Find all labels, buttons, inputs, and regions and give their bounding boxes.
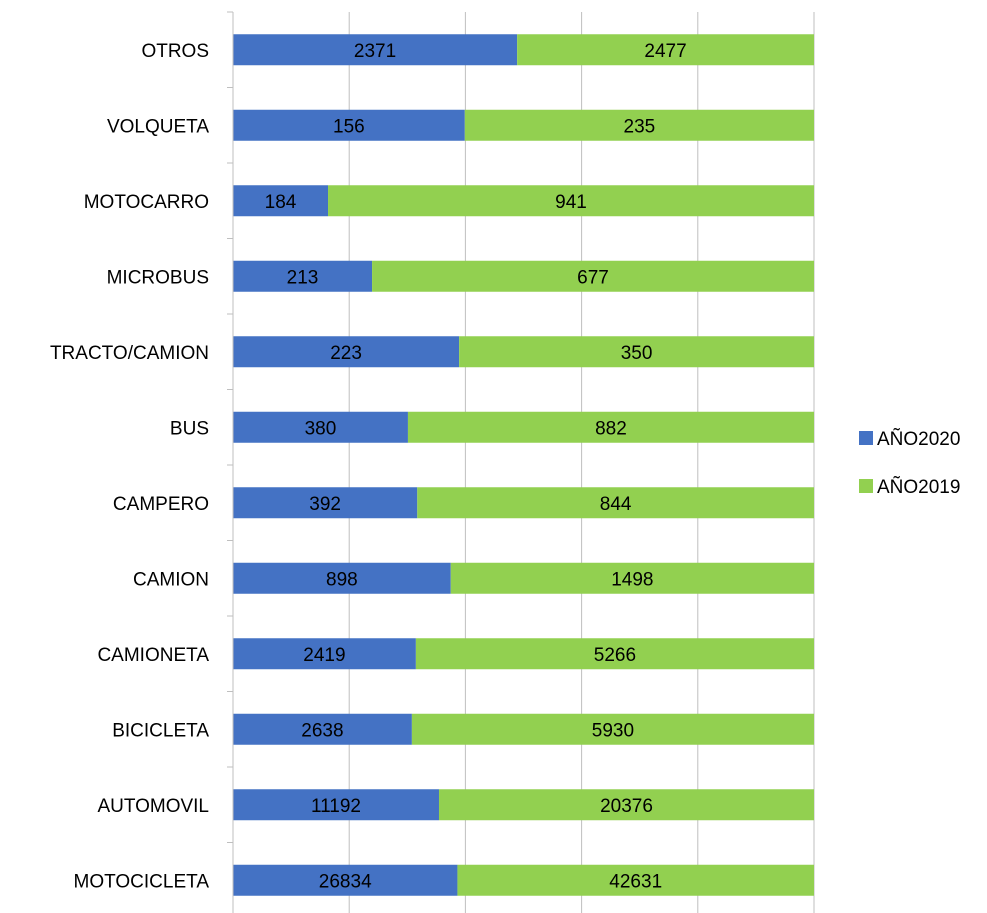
data-label: 2419 [303, 645, 345, 666]
category-label: CAMIONETA [97, 645, 209, 666]
data-label: 941 [555, 192, 587, 213]
data-label: 184 [265, 192, 297, 213]
data-label: 2638 [301, 720, 343, 741]
legend: AÑO2020 AÑO2019 [859, 428, 960, 498]
category-label: OTROS [141, 41, 209, 62]
data-label: 11192 [311, 796, 361, 817]
category-label: BICICLETA [112, 720, 209, 741]
category-label: MOTOCICLETA [74, 871, 210, 892]
bar-segment [457, 864, 814, 896]
data-label: 223 [330, 343, 362, 364]
bar-segment [415, 638, 814, 670]
bar-segment [233, 789, 439, 821]
bar-segment [417, 487, 814, 519]
category-label: BUS [170, 418, 209, 439]
data-label: 5266 [594, 645, 636, 666]
data-label: 156 [333, 116, 365, 137]
bar-segment [438, 789, 814, 821]
category-label: CAMPERO [113, 494, 209, 515]
bar-segment [407, 411, 814, 443]
bar-segment [372, 260, 814, 292]
data-label: 213 [287, 267, 319, 288]
data-label: 5930 [592, 720, 634, 741]
legend-swatch [859, 431, 873, 445]
data-label: 350 [621, 343, 653, 364]
legend-swatch [859, 479, 873, 493]
bar-segment [233, 562, 451, 594]
bar-segment [233, 109, 465, 141]
data-label: 235 [624, 116, 656, 137]
bar-segment [517, 34, 814, 66]
bar-segment [233, 713, 412, 745]
bar-segment [450, 562, 814, 594]
legend-label: AÑO2020 [877, 428, 960, 450]
bar-segment [233, 185, 329, 217]
category-axis: MOTOCICLETA AUTOMOVIL BICICLETA CAMIONETA CA… [50, 11, 234, 913]
data-label: 380 [305, 418, 337, 439]
category-label: MICROBUS [107, 267, 209, 288]
data-label: 2477 [644, 41, 686, 62]
data-label: 677 [577, 267, 609, 288]
bar-segment [233, 34, 518, 66]
bar-segment [233, 864, 458, 896]
bar-segment [233, 336, 460, 368]
bar-segment [233, 638, 416, 670]
data-label: 844 [600, 494, 632, 515]
data-label: 392 [309, 494, 341, 515]
category-label: VOLQUETA [107, 116, 209, 137]
category-label: TRACTO/CAMION [50, 343, 209, 364]
gridlines [232, 12, 815, 913]
bar-segment [233, 411, 408, 443]
data-label: 42631 [609, 871, 662, 892]
bar-segment [464, 109, 814, 141]
data-label: 898 [326, 569, 358, 590]
data-label: 882 [595, 418, 627, 439]
bars [233, 34, 814, 896]
data-label: 1498 [611, 569, 653, 590]
category-label: CAMION [133, 569, 209, 590]
bar-segment [459, 336, 814, 368]
category-label: AUTOMOVIL [97, 796, 209, 817]
bar-segment [411, 713, 814, 745]
legend-label: AÑO2019 [877, 476, 960, 498]
bar-segment [233, 487, 418, 519]
bar-segment [328, 185, 814, 217]
category-label: MOTOCARRO [84, 192, 209, 213]
data-labels: 26834 42631 11192 20376 2638 5930 2419 5266 898 1… [265, 41, 687, 893]
data-label: 2371 [354, 41, 396, 62]
bar-segment [233, 260, 373, 292]
data-label: 20376 [600, 796, 653, 817]
data-label: 26834 [319, 871, 372, 892]
